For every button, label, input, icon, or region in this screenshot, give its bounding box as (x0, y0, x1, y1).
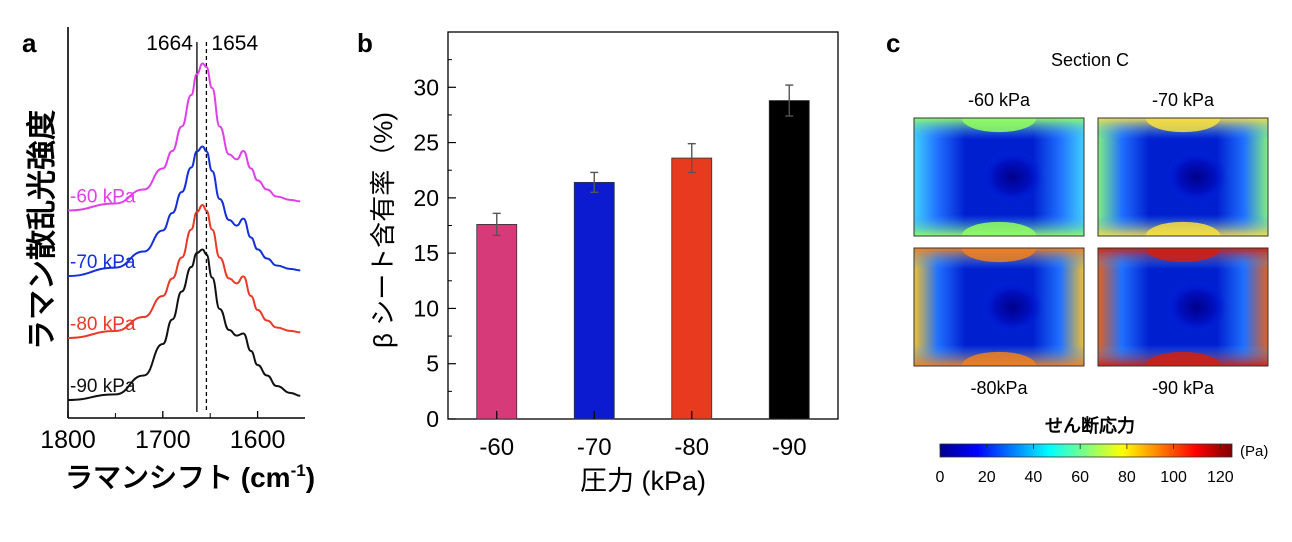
a-series-label-1: -60 kPa (70, 187, 136, 208)
b-y-tick-25: 25 (413, 130, 439, 156)
a-y-axis-label: ラマン散乱光強度 (26, 110, 59, 350)
c-heatmap-center (982, 151, 1044, 203)
c-heatmap-hotspot-top (961, 118, 1037, 133)
c-cbar-tick-80: 80 (1118, 469, 1136, 486)
a-x-tick-1800: 1800 (40, 426, 96, 454)
c-heatmap-hotspot-bottom (1145, 221, 1221, 236)
a-x-axis-label-main: ラマンシフト (cm (65, 462, 291, 493)
c-heatmap-1 (914, 118, 1084, 236)
b-y-tick-10: 10 (413, 295, 439, 321)
a-reference-labels: 1664 1654 (146, 32, 258, 55)
b-y-tick-0: 0 (426, 406, 439, 432)
c-cbar-tick-0: 0 (936, 469, 945, 486)
c-heatmap-3 (914, 248, 1084, 366)
c-heatmap-label-1: -60 kPa (968, 90, 1031, 110)
c-heatmaps: -60 kPa -70 kPa -80kPa -90 kPa (913, 90, 1269, 398)
panel-b-label: b (357, 28, 373, 58)
c-cbar-tick-100: 100 (1160, 469, 1187, 486)
b-x-tick--90: -90 (772, 434, 807, 461)
c-cbar-tick-20: 20 (978, 469, 996, 486)
a-series-line-2 (67, 145, 301, 277)
a-x-axis-label-end: ) (306, 462, 315, 493)
c-heatmap-border (913, 247, 1085, 367)
c-heatmap-2 (1098, 118, 1268, 236)
b-bar--60 (476, 223, 518, 420)
a-x-axis-label: ラマンシフト (cm-1) (65, 461, 315, 493)
c-heatmap-hotspot-top (1145, 118, 1221, 133)
c-colorbar-unit: (Pa) (1240, 443, 1268, 460)
a-x-tick-1700: 1700 (135, 426, 191, 454)
b-bar--70 (573, 181, 615, 420)
a-x-axis-label-sup: -1 (291, 461, 306, 480)
b-bars (476, 84, 810, 420)
c-heatmap-center (1166, 151, 1228, 203)
panel-a-label: a (22, 28, 37, 58)
c-cbar-tick-40: 40 (1025, 469, 1043, 486)
a-ref-label-1654: 1654 (211, 32, 258, 55)
a-series-line-4 (67, 248, 301, 401)
a-reference-lines (196, 42, 208, 412)
a-series-labels: -60 kPa -70 kPa -80 kPa -90 kPa (70, 187, 136, 398)
b-y-tick-20: 20 (413, 185, 439, 211)
panel-a-raman-spectra: a ラマン散乱光強度 1664 1654 -60 kPa -70 kPa -80 kP… (22, 27, 315, 493)
a-series-label-4: -90 kPa (70, 376, 136, 397)
c-cbar-tick-60: 60 (1071, 469, 1089, 486)
b-x-tick--70: -70 (577, 434, 612, 461)
c-heatmap-border (1097, 247, 1269, 367)
b-x-tick--80: -80 (674, 434, 709, 461)
c-colorbar-gradient (939, 443, 1233, 458)
c-heatmap-hotspot-top (1145, 248, 1221, 263)
a-series-line-3 (67, 203, 301, 339)
b-bar--80 (671, 157, 713, 420)
c-colorbar-ticks: 0 20 40 60 80 100 120 (936, 444, 1234, 486)
c-colorbar: せん断応力 (Pa) 0 20 40 60 80 100 120 (936, 415, 1269, 486)
b-bar--90 (768, 100, 810, 420)
c-heatmap-hotspot-top (961, 248, 1037, 263)
c-heatmap-4 (1098, 248, 1268, 366)
c-heatmap-border (1097, 117, 1269, 237)
c-heatmap-border (913, 117, 1085, 237)
a-x-ticks: 1800 1700 1600 (40, 411, 285, 454)
c-colorbar-title: せん断応力 (1045, 415, 1135, 436)
b-y-axis-label: β シート含有率（%) (368, 112, 398, 348)
b-y-tick-5: 5 (426, 351, 439, 377)
a-series-label-2: -70 kPa (70, 252, 136, 273)
b-x-tick--60: -60 (479, 434, 514, 461)
c-heatmap-label-3: -80kPa (970, 378, 1028, 398)
c-heatmap-hotspot-bottom (1145, 351, 1221, 366)
c-cbar-tick-120: 120 (1207, 469, 1234, 486)
c-heatmap-label-4: -90 kPa (1152, 378, 1215, 398)
a-x-tick-1600: 1600 (230, 426, 286, 454)
b-y-ticks: 0 5 10 15 20 25 30 (413, 59, 456, 432)
a-series-group (67, 62, 301, 401)
b-y-tick-15: 15 (413, 240, 439, 266)
c-heatmap-hotspot-bottom (961, 221, 1037, 236)
panel-c-label: c (886, 28, 900, 58)
b-y-tick-30: 30 (413, 74, 439, 100)
c-heatmap-center (982, 281, 1044, 333)
a-series-line-1 (67, 62, 301, 212)
c-heatmap-center (1166, 281, 1228, 333)
b-x-axis-label: 圧力 (kPa) (580, 466, 706, 496)
a-series-label-3: -80 kPa (70, 314, 136, 335)
c-heatmap-hotspot-bottom (961, 351, 1037, 366)
panel-c-shear-stress-maps: c Section C -60 kPa -70 kPa-80kPa -90 kPa … (886, 28, 1269, 486)
a-ref-label-1664: 1664 (146, 32, 193, 55)
b-x-ticks: -60 -70 -80 -90 (479, 411, 807, 461)
c-heatmap-label-2: -70 kPa (1152, 90, 1215, 110)
c-section-title: Section C (1051, 50, 1129, 70)
